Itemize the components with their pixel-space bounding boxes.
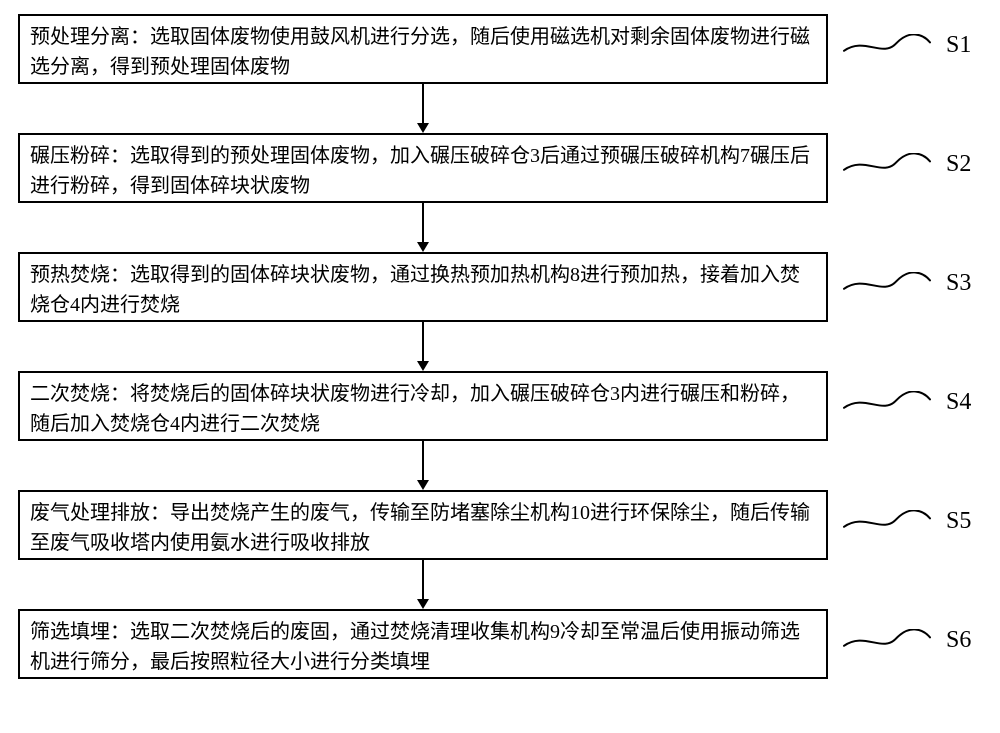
step-body: 将焚烧后的固体碎块状废物进行冷却，加入碾压破碎仓3内进行碾压和粉碎，随后加入焚烧… <box>30 383 800 435</box>
step-label-s4: S4 <box>946 389 971 416</box>
flowchart-canvas: 预处理分离：选取固体废物使用鼓风机进行分选，随后使用磁选机对剩余固体废物进行磁选… <box>0 0 1000 733</box>
step-box-s1: 预处理分离：选取固体废物使用鼓风机进行分选，随后使用磁选机对剩余固体废物进行磁选… <box>18 14 828 84</box>
connector-line <box>422 84 424 123</box>
squiggle-connector <box>842 34 932 58</box>
step-title: 废气处理排放： <box>30 502 170 524</box>
step-box-s5: 废气处理排放：导出焚烧产生的废气，传输至防堵塞除尘机构10进行环保除尘，随后传输… <box>18 490 828 560</box>
connector-line <box>422 203 424 242</box>
step-label-s1: S1 <box>946 32 971 59</box>
squiggle-connector <box>842 629 932 653</box>
step-box-s3: 预热焚烧：选取得到的固体碎块状废物，通过换热预加热机构8进行预加热，接着加入焚烧… <box>18 252 828 322</box>
step-body: 选取二次焚烧后的废固，通过焚烧清理收集机构9冷却至常温后使用振动筛选机进行筛分，… <box>30 621 800 673</box>
step-body: 选取得到的预处理固体废物，加入碾压破碎仓3后通过预碾压破碎机构7碾压后进行粉碎，… <box>30 145 810 197</box>
step-box-s4: 二次焚烧：将焚烧后的固体碎块状废物进行冷却，加入碾压破碎仓3内进行碾压和粉碎，随… <box>18 371 828 441</box>
step-title: 预处理分离： <box>30 26 150 48</box>
chevron-down-icon <box>417 599 429 609</box>
squiggle-connector <box>842 510 932 534</box>
connector-line <box>422 560 424 599</box>
step-title: 碾压粉碎： <box>30 145 130 167</box>
squiggle-connector <box>842 272 932 296</box>
step-label-s3: S3 <box>946 270 971 297</box>
chevron-down-icon <box>417 123 429 133</box>
squiggle-connector <box>842 153 932 177</box>
squiggle-connector <box>842 391 932 415</box>
connector-line <box>422 322 424 361</box>
step-box-s2: 碾压粉碎：选取得到的预处理固体废物，加入碾压破碎仓3后通过预碾压破碎机构7碾压后… <box>18 133 828 203</box>
chevron-down-icon <box>417 480 429 490</box>
step-title: 预热焚烧： <box>30 264 130 286</box>
chevron-down-icon <box>417 242 429 252</box>
step-box-s6: 筛选填埋：选取二次焚烧后的废固，通过焚烧清理收集机构9冷却至常温后使用振动筛选机… <box>18 609 828 679</box>
step-label-s5: S5 <box>946 508 971 535</box>
connector-line <box>422 441 424 480</box>
step-title: 筛选填埋： <box>30 621 130 643</box>
step-body: 选取得到的固体碎块状废物，通过换热预加热机构8进行预加热，接着加入焚烧仓4内进行… <box>30 264 800 316</box>
chevron-down-icon <box>417 361 429 371</box>
step-title: 二次焚烧： <box>30 383 130 405</box>
step-label-s2: S2 <box>946 151 971 178</box>
step-label-s6: S6 <box>946 627 971 654</box>
